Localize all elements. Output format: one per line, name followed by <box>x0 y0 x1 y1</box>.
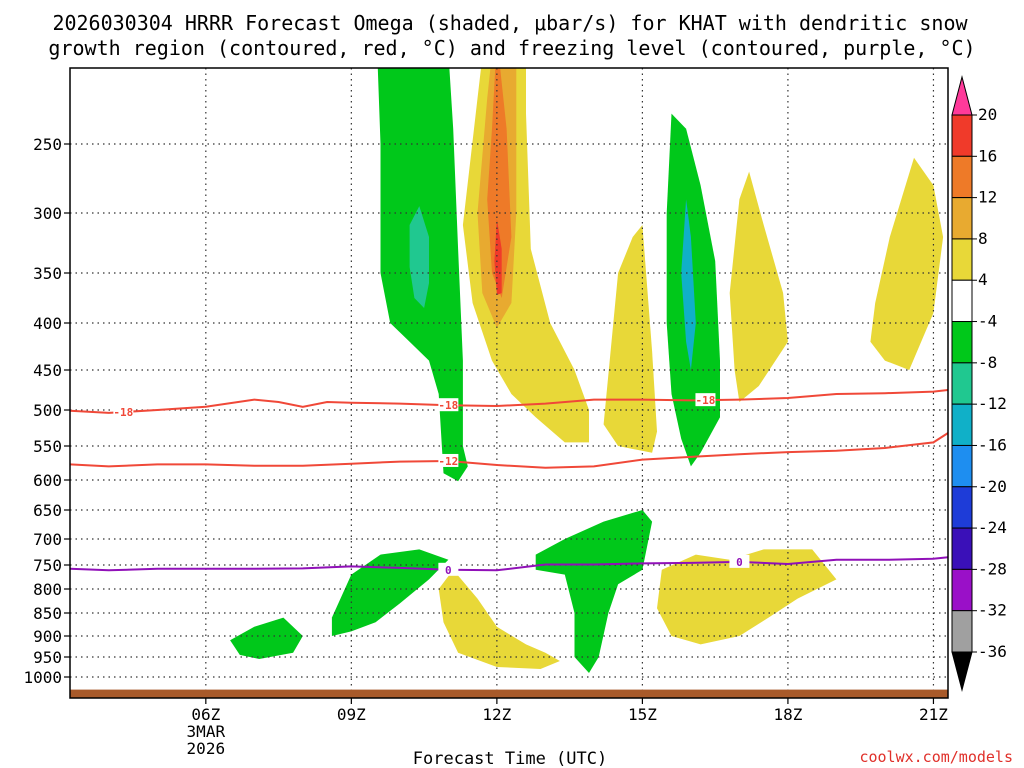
colorbar-label--20: -20 <box>978 477 1007 496</box>
colorbar-label--8: -8 <box>978 353 997 372</box>
contour-label--12: -12 <box>438 455 458 468</box>
plot-frame <box>69 67 949 699</box>
contour-label-bg <box>113 405 134 419</box>
gridlines <box>70 68 948 698</box>
y-tick-label-350: 350 <box>33 264 62 283</box>
omega-region-sinking-21z <box>870 157 944 370</box>
y-tick-label-950: 950 <box>33 648 62 667</box>
x-tick-label-18Z: 18Z <box>773 705 802 724</box>
y-tick-label-1000: 1000 <box>23 668 62 687</box>
colorbar-band <box>951 444 973 488</box>
x-axis-title: Forecast Time (UTC) <box>413 749 607 768</box>
x-tick-label-09Z: 09Z <box>337 705 366 724</box>
omega-region-upward-motion-low-09z <box>331 549 449 636</box>
colorbar-label--28: -28 <box>978 559 1007 578</box>
colorbar-band <box>951 486 973 529</box>
colorbar-label--12: -12 <box>978 394 1007 413</box>
contour-label-bg <box>438 562 459 576</box>
y-tick-label-550: 550 <box>33 437 62 456</box>
omega-region-sinking-17z <box>729 171 788 402</box>
x-tick-label-12Z: 12Z <box>482 705 511 724</box>
y-tick-label-650: 650 <box>33 501 62 520</box>
y-tick-label-500: 500 <box>33 401 62 420</box>
contour--12 <box>70 432 948 469</box>
colorbar-band <box>951 197 973 240</box>
contour-label--18: -18 <box>438 399 458 412</box>
colorbar-legend: 20 16 12 8 4 -4 -8 -12 -16 -20 -24 -28 -32 -36 <box>951 75 1007 692</box>
colorbar-label--24: -24 <box>978 518 1007 537</box>
y-tick-label-700: 700 <box>33 530 62 549</box>
colorbar-top-arrow <box>951 75 973 116</box>
colorbar-band <box>951 610 973 653</box>
colorbar-band <box>951 114 973 157</box>
colorbar-label-20: 20 <box>978 105 997 124</box>
x-tick-label-15Z: 15Z <box>628 705 657 724</box>
x-tick-label-06Z: 06Z <box>191 705 220 724</box>
x-tick-date: 3MAR <box>187 722 226 741</box>
credit-text: coolwx.com/models <box>859 748 1013 766</box>
y-axis: 250 300 350 400 450 500 550 600 650 700 750 800 850 9… <box>23 135 70 687</box>
contour-label-bg <box>438 398 459 412</box>
colorbar-label--16: -16 <box>978 435 1007 454</box>
contour-label-bg <box>695 393 716 407</box>
y-tick-label-250: 250 <box>33 135 62 154</box>
omega-region-upward-motion-09z-12z-core <box>409 206 429 308</box>
plot-area: -18 -18 -18 -12 0 0 250 300 350 400 450 500 550 600 65… <box>23 67 949 758</box>
colorbar-band <box>951 321 973 364</box>
y-tick-label-850: 850 <box>33 604 62 623</box>
contour-label-0: 0 <box>736 556 743 569</box>
omega-shading <box>230 68 944 673</box>
colorbar-label-12: 12 <box>978 188 997 207</box>
contour-label-bg <box>438 453 459 467</box>
colorbar-label-8: 8 <box>978 229 988 248</box>
contour-0 <box>70 556 948 572</box>
omega-region-sinking-low-13z <box>438 569 560 669</box>
colorbar-label--4: -4 <box>978 312 997 331</box>
contour--18 <box>70 389 948 414</box>
contour-label--18: -18 <box>696 394 716 407</box>
x-tick-label-21Z: 21Z <box>919 705 948 724</box>
contour-label-bg <box>729 554 750 568</box>
colorbar-band <box>951 238 973 281</box>
contour-label-0: 0 <box>445 564 452 577</box>
colorbar-bottom-arrow <box>951 651 973 692</box>
colorbar-band <box>951 568 973 612</box>
plot-layer: -18 -18 -18 -12 0 0 <box>70 68 948 698</box>
omega-region-sinking-low-17z <box>657 549 837 645</box>
colorbar-label--32: -32 <box>978 601 1007 620</box>
colorbar-band <box>951 527 973 570</box>
colorbar-label-4: 4 <box>978 270 988 289</box>
omega-region-upward-motion-16z-core <box>681 199 696 370</box>
colorbar-band <box>951 403 973 446</box>
y-tick-label-800: 800 <box>33 580 62 599</box>
chart-title-line-1: 2026030304 HRRR Forecast Omega (shaded, … <box>52 11 968 35</box>
y-tick-label-450: 450 <box>33 361 62 380</box>
y-tick-label-600: 600 <box>33 471 62 490</box>
colorbar-band <box>951 279 973 323</box>
omega-region-upward-motion-low-07z <box>230 617 303 659</box>
y-tick-label-750: 750 <box>33 556 62 575</box>
colorbar-label-16: 16 <box>978 146 997 165</box>
y-tick-label-400: 400 <box>33 314 62 333</box>
omega-region-sinking-12z-upper-12 <box>487 68 512 298</box>
colorbar-band <box>951 155 973 199</box>
omega-region-sinking-12z-upper-16 <box>494 219 502 295</box>
colorbar-label--36: -36 <box>978 642 1007 661</box>
contour-lines: -18 -18 -18 -12 0 0 <box>70 389 948 577</box>
contour-label--18: -18 <box>113 406 133 419</box>
omega-region-upward-motion-low-14z <box>535 510 653 673</box>
y-tick-label-300: 300 <box>33 204 62 223</box>
terrain-bar <box>70 689 948 698</box>
omega-region-sinking-15z <box>603 225 657 453</box>
x-tick-year: 2026 <box>187 739 226 758</box>
chart-title-line-2: growth region (contoured, red, °C) and f… <box>48 36 975 60</box>
colorbar-band <box>951 362 973 405</box>
y-tick-label-900: 900 <box>33 627 62 646</box>
